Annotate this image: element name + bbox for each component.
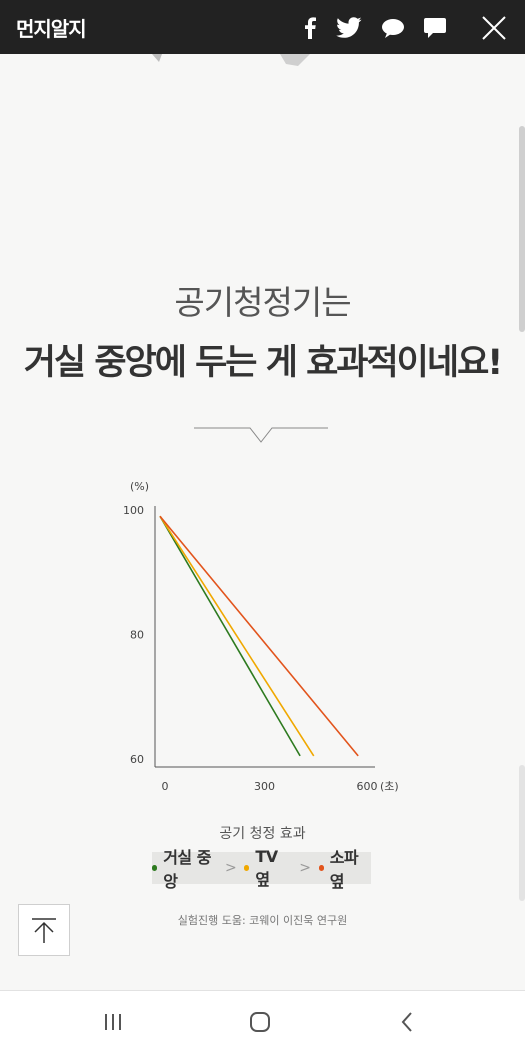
top-bar: 먼지알지 [0,0,525,54]
x-tick-label: 600 [357,780,378,793]
legend-item: 거실 중앙 [152,844,217,892]
y-tick-label: 80 [130,629,144,642]
y-tick-label: 60 [130,753,144,766]
twitter-icon[interactable] [335,14,363,42]
scrollbar-track[interactable] [519,765,525,901]
chart-caption: 공기 청정 효과 [219,826,306,842]
x-tick-label: 0 [162,780,169,793]
series-line-3 [159,515,359,757]
recent-apps-icon[interactable] [98,1009,128,1035]
legend-label: 거실 중앙 [163,848,211,891]
kakaostory-icon[interactable] [379,14,407,42]
decorative-shape [280,54,310,66]
scroll-to-top-button[interactable] [18,904,70,956]
site-logo[interactable]: 먼지알지 [16,17,87,41]
series-line-1 [159,515,301,757]
legend-dot [318,865,324,871]
legend-dot [244,865,250,871]
close-icon[interactable] [480,14,508,42]
x-axis-label: (초) [380,780,399,793]
legend-item: 소파 옆 [318,844,371,892]
headline-line1: 공기청정기는 [174,283,351,322]
divider-chevron [194,427,328,443]
back-icon[interactable] [392,1009,422,1035]
legend-label: TV 옆 [255,846,278,889]
y-tick-label: 100 [123,504,144,517]
facebook-icon[interactable] [296,14,324,42]
legend-label: 소파 옆 [329,848,359,891]
credit-text: 실험진행 도움: 코웨이 이진욱 연구원 [177,914,348,927]
home-icon[interactable] [245,1009,275,1035]
series-line-2 [159,515,315,757]
kakaotalk-icon[interactable] [421,14,449,42]
x-tick-label: 300 [254,780,275,793]
legend-separator: > [299,860,311,876]
arrow-up-icon [32,918,56,943]
scrollbar-thumb[interactable] [519,126,525,332]
legend-item: TV 옆 [244,847,291,890]
headline-line2: 거실 중앙에 두는 게 효과적이네요! [23,343,504,383]
legend-separator: > [224,860,237,876]
chart-legend: 거실 중앙 > TV 옆 > 소파 옆 [152,847,371,891]
decorative-shape [152,54,162,62]
legend-dot [152,865,158,871]
system-nav-bar [0,990,525,1052]
y-axis-label: (%) [130,480,149,493]
